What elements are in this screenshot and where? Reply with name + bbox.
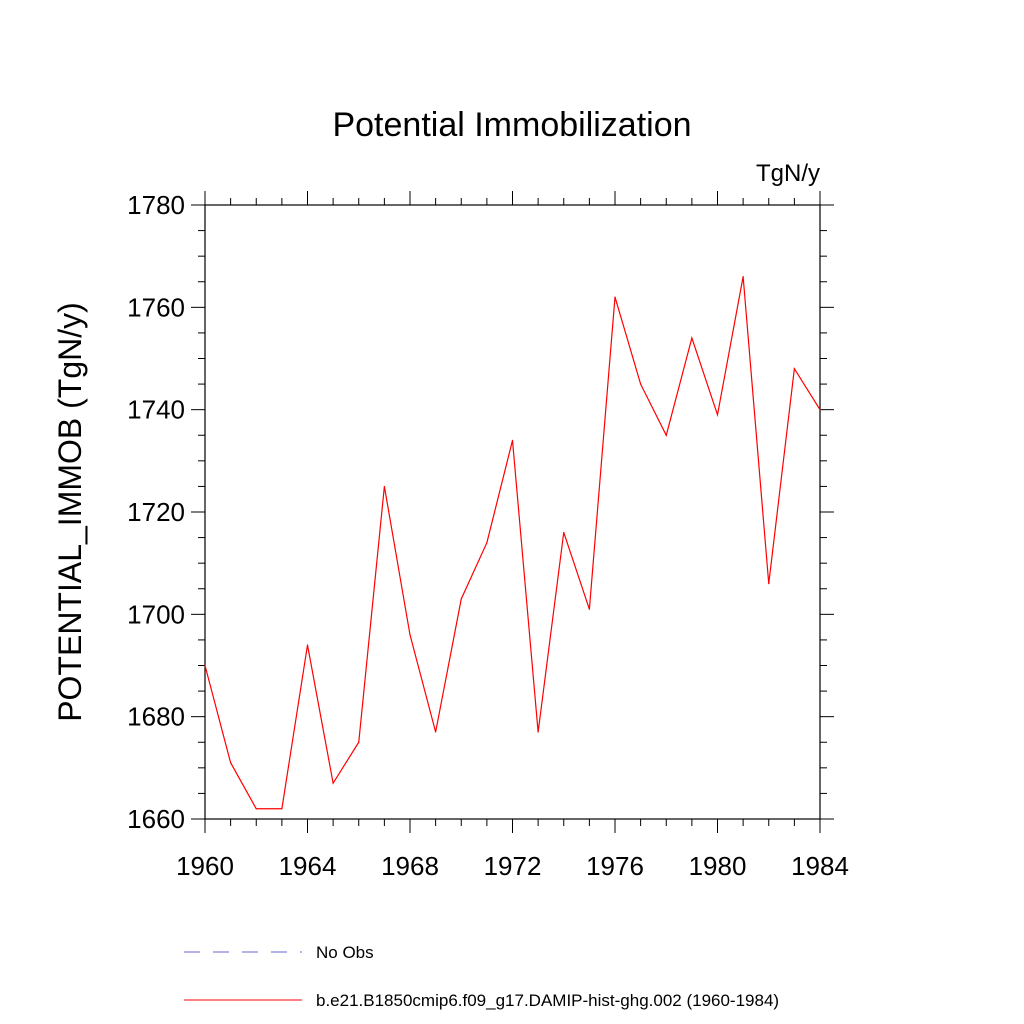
y-axis-label: POTENTIAL_IMMOB (TgN/y) <box>52 302 88 722</box>
data-point <box>306 644 309 646</box>
x-tick-label: 1976 <box>586 851 644 881</box>
data-point <box>281 808 283 810</box>
data-point <box>563 531 565 534</box>
y-tick-label: 1660 <box>127 804 185 834</box>
axis-ticks <box>191 191 834 833</box>
data-point <box>383 485 385 488</box>
chart-title: Potential Immobilization <box>332 106 691 144</box>
x-tick-label: 1960 <box>176 851 234 881</box>
x-tick-label: 1972 <box>484 851 542 881</box>
data-point <box>742 276 744 278</box>
data-point <box>460 598 462 600</box>
data-point <box>614 296 616 298</box>
axis-tick-labels: 1960 1964 1968 1972 1976 1980 1984 1660 1680 1700… <box>127 190 849 881</box>
data-point <box>640 383 642 385</box>
data-point <box>819 409 821 411</box>
data-point <box>768 583 770 585</box>
data-point <box>793 368 795 370</box>
data-point <box>435 731 437 733</box>
data-point <box>486 542 488 544</box>
data-point <box>230 762 232 764</box>
y-tick-label: 1760 <box>127 292 185 322</box>
data-point <box>691 337 693 339</box>
legend-label: b.e21.B1850cmip6.f09_g17.DAMIP-hist-ghg.… <box>316 991 779 1010</box>
data-point <box>409 634 411 636</box>
data-point <box>665 434 667 436</box>
series-line <box>204 276 821 810</box>
x-tick-label: 1968 <box>381 851 439 881</box>
x-tick-label: 1980 <box>689 851 747 881</box>
x-tick-label: 1984 <box>791 851 849 881</box>
legend-label: No Obs <box>316 943 374 962</box>
data-point <box>537 731 539 733</box>
data-point <box>716 414 719 416</box>
x-tick-label: 1964 <box>279 851 337 881</box>
data-point <box>511 439 514 441</box>
data-point <box>255 808 257 810</box>
data-point <box>332 782 334 784</box>
y-tick-label: 1740 <box>127 395 185 425</box>
y-tick-label: 1700 <box>127 599 185 629</box>
legend: No Obs b.e21.B1850cmip6.f09_g17.DAMIP-his… <box>184 943 779 1010</box>
y-tick-label: 1680 <box>127 702 185 732</box>
data-point <box>588 608 590 610</box>
data-point <box>358 741 360 743</box>
y-tick-label: 1780 <box>127 190 185 220</box>
units-label: TgN/y <box>756 160 820 187</box>
data-point <box>204 664 206 667</box>
series-group <box>204 276 821 810</box>
plot-frame <box>204 204 821 820</box>
y-tick-label: 1720 <box>127 497 185 527</box>
